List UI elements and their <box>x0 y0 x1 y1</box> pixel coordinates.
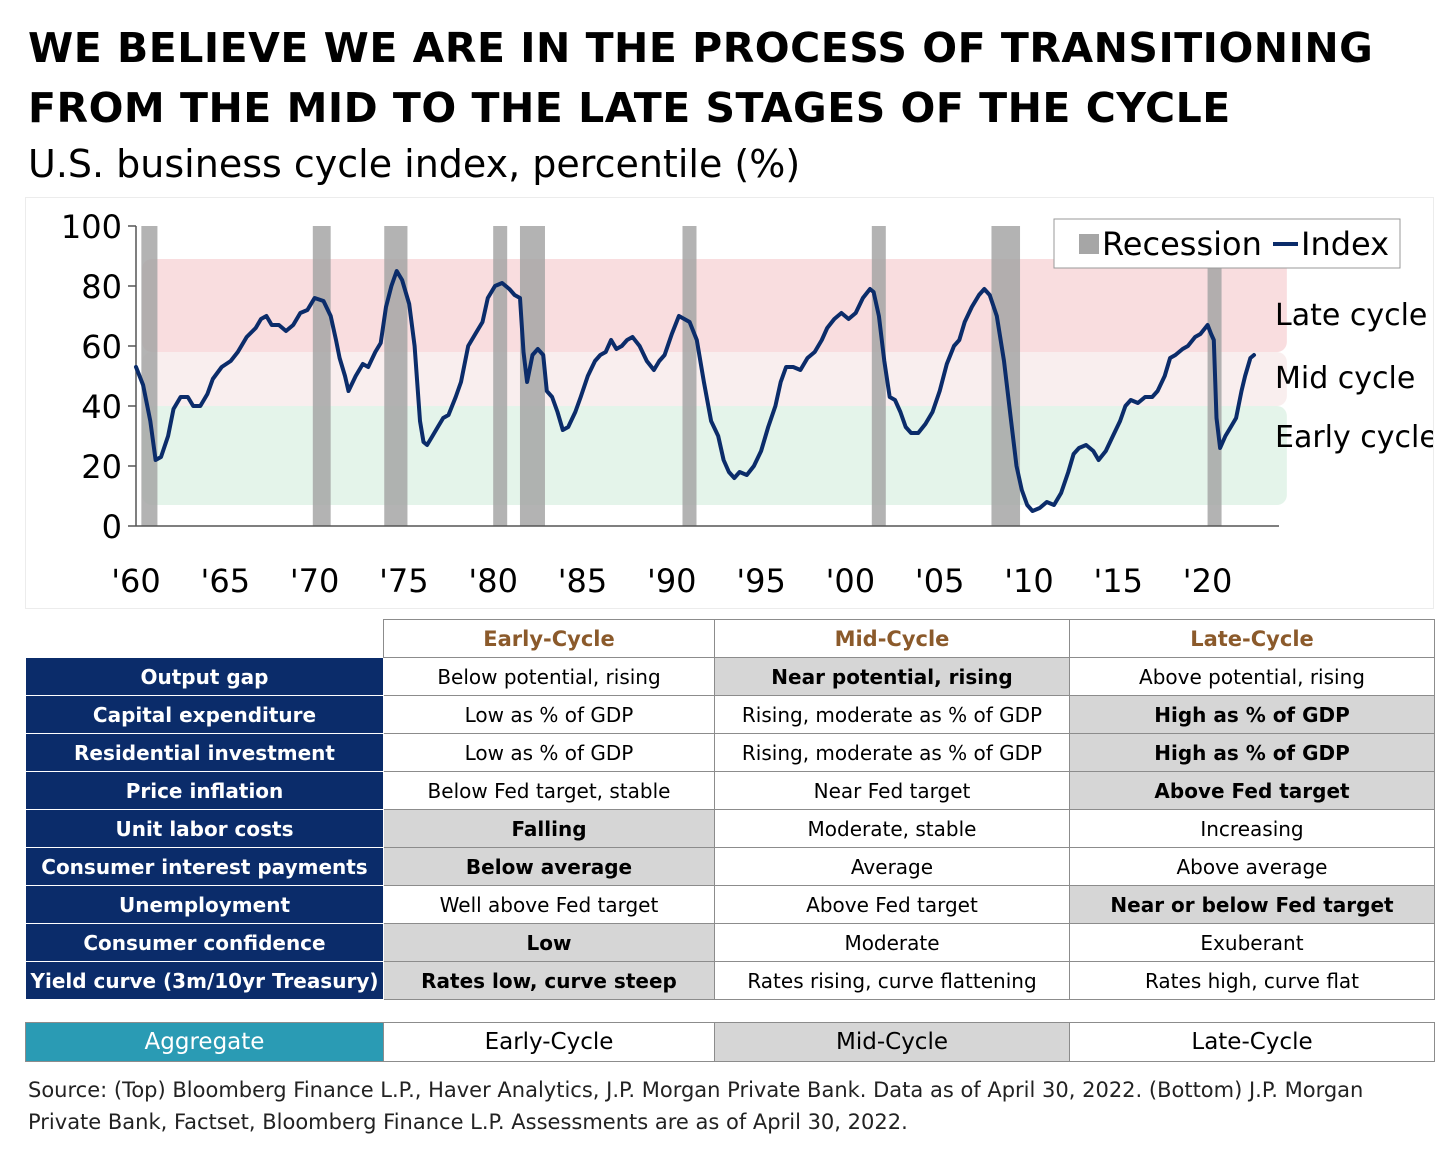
x-tick-label: '95 <box>736 562 786 600</box>
cell-late: High as % of GDP <box>1069 733 1435 772</box>
column-header-early: Early-Cycle <box>383 619 715 658</box>
x-tick-label: '65 <box>201 562 251 600</box>
cell-early: Falling <box>383 809 715 848</box>
row-label: Consumer interest payments <box>25 847 384 886</box>
cell-mid: Rates rising, curve flattening <box>714 961 1070 1000</box>
business-cycle-chart: 0 20 40 60 80 100 '60 '65 '70 '75 '80 '85 '90 '95 '00 '… <box>61 208 1433 600</box>
table-row: Residential investment Low as % of GDP Ris… <box>25 733 1435 772</box>
cell-early: Low as % of GDP <box>383 695 715 734</box>
cell-mid: Near potential, rising <box>714 657 1070 696</box>
row-label: Capital expenditure <box>25 695 384 734</box>
cell-early: Low <box>383 923 715 962</box>
x-tick-label: '60 <box>111 562 161 600</box>
column-header-mid: Mid-Cycle <box>714 619 1070 658</box>
table-row: Price inflation Below Fed target, stable N… <box>25 771 1435 810</box>
cell-early: Below Fed target, stable <box>383 771 715 810</box>
recession-bar <box>312 226 331 526</box>
table-header-row: Early-Cycle Mid-Cycle Late-Cycle <box>26 619 1435 658</box>
x-tick-label: '75 <box>379 562 429 600</box>
row-label: Output gap <box>25 657 384 696</box>
table-row: Yield curve (3m/10yr Treasury) Rates low,… <box>25 961 1435 1000</box>
table-row: Capital expenditure Low as % of GDP Rising… <box>25 695 1435 734</box>
x-tick-label: '15 <box>1094 562 1144 600</box>
aggregate-cell-late: Late-Cycle <box>1069 1022 1435 1062</box>
y-tick-label: 20 <box>81 448 122 486</box>
cell-mid: Moderate <box>714 923 1070 962</box>
row-label: Price inflation <box>25 771 384 810</box>
x-tick-label: '90 <box>647 562 697 600</box>
recession-bar <box>141 226 158 526</box>
row-label: Yield curve (3m/10yr Treasury) <box>25 961 384 1000</box>
cell-mid: Rising, moderate as % of GDP <box>714 695 1070 734</box>
x-tick-label: '05 <box>915 562 965 600</box>
cycle-indicator-table: Early-Cycle Mid-Cycle Late-Cycle Output … <box>25 619 1435 1000</box>
table-row: Output gap Below potential, rising Near po… <box>25 657 1435 696</box>
x-tick-label: '80 <box>468 562 518 600</box>
cell-late: Above Fed target <box>1069 771 1435 810</box>
cell-mid: Average <box>714 847 1070 886</box>
cell-early: Below average <box>383 847 715 886</box>
row-label: Residential investment <box>25 733 384 772</box>
cell-mid: Moderate, stable <box>714 809 1070 848</box>
column-header-late: Late-Cycle <box>1069 619 1435 658</box>
zone-label-mid-cycle: Mid cycle <box>1275 361 1415 396</box>
chart-subtitle: U.S. business cycle index, percentile (%… <box>28 142 801 186</box>
legend-swatch-recession <box>1079 234 1099 254</box>
cell-late: Increasing <box>1069 809 1435 848</box>
cell-late: Exuberant <box>1069 923 1435 962</box>
legend-label-recession: Recession <box>1102 225 1262 263</box>
y-tick-label: 60 <box>81 328 122 366</box>
x-tick-label: '70 <box>290 562 340 600</box>
table-row: Unemployment Well above Fed target Above F… <box>25 885 1435 924</box>
recession-bar <box>871 226 886 526</box>
y-tick-label: 80 <box>81 268 122 306</box>
row-label: Consumer confidence <box>25 923 384 962</box>
y-tick-label: 40 <box>81 388 122 426</box>
recession-bar <box>493 226 508 526</box>
cell-early: Below potential, rising <box>383 657 715 696</box>
aggregate-row: Aggregate Early-Cycle Mid-Cycle Late-Cyc… <box>25 1022 1435 1062</box>
aggregate-cell-mid: Mid-Cycle <box>714 1022 1070 1062</box>
chart-panel: 0 20 40 60 80 100 '60 '65 '70 '75 '80 '85 '90 '95 '00 '… <box>25 197 1434 609</box>
y-tick-label: 100 <box>61 208 122 246</box>
cell-late: Above average <box>1069 847 1435 886</box>
cell-late: Near or below Fed target <box>1069 885 1435 924</box>
cell-mid: Rising, moderate as % of GDP <box>714 733 1070 772</box>
cell-early: Rates low, curve steep <box>383 961 715 1000</box>
table-row: Consumer interest payments Below average A… <box>25 847 1435 886</box>
row-label: Unit labor costs <box>25 809 384 848</box>
zone-label-late-cycle: Late cycle <box>1275 298 1427 333</box>
row-label: Unemployment <box>25 885 384 924</box>
source-note: Source: (Top) Bloomberg Finance L.P., Ha… <box>28 1078 1364 1134</box>
recession-bar <box>682 226 697 526</box>
cell-late: Rates high, curve flat <box>1069 961 1435 1000</box>
legend-label-index: Index <box>1301 225 1389 263</box>
x-tick-label: '00 <box>826 562 876 600</box>
cell-late: Above potential, rising <box>1069 657 1435 696</box>
recession-bar <box>519 226 545 526</box>
table-corner <box>26 620 384 658</box>
table-row: Unit labor costs Falling Moderate, stable I… <box>25 809 1435 848</box>
cell-mid: Near Fed target <box>714 771 1070 810</box>
index-series-line <box>134 269 1256 513</box>
legend-box <box>1053 218 1401 269</box>
x-tick-label: '20 <box>1183 562 1233 600</box>
chart-title: WE BELIEVE WE ARE IN THE PROCESS OF TRAN… <box>28 24 1374 132</box>
y-tick-label: 0 <box>102 508 122 546</box>
table-row: Consumer confidence Low Moderate Exuberant <box>25 923 1435 962</box>
aggregate-label: Aggregate <box>25 1022 384 1062</box>
cell-early: Low as % of GDP <box>383 733 715 772</box>
aggregate-cell-early: Early-Cycle <box>383 1022 715 1062</box>
cell-mid: Above Fed target <box>714 885 1070 924</box>
zone-label-early-cycle: Early cycle <box>1275 420 1433 455</box>
aggregate-table: Aggregate Early-Cycle Mid-Cycle Late-Cyc… <box>25 1022 1435 1062</box>
recession-bar <box>384 226 408 526</box>
x-tick-label: '10 <box>1004 562 1054 600</box>
x-tick-label: '85 <box>558 562 608 600</box>
cell-early: Well above Fed target <box>383 885 715 924</box>
cell-late: High as % of GDP <box>1069 695 1435 734</box>
